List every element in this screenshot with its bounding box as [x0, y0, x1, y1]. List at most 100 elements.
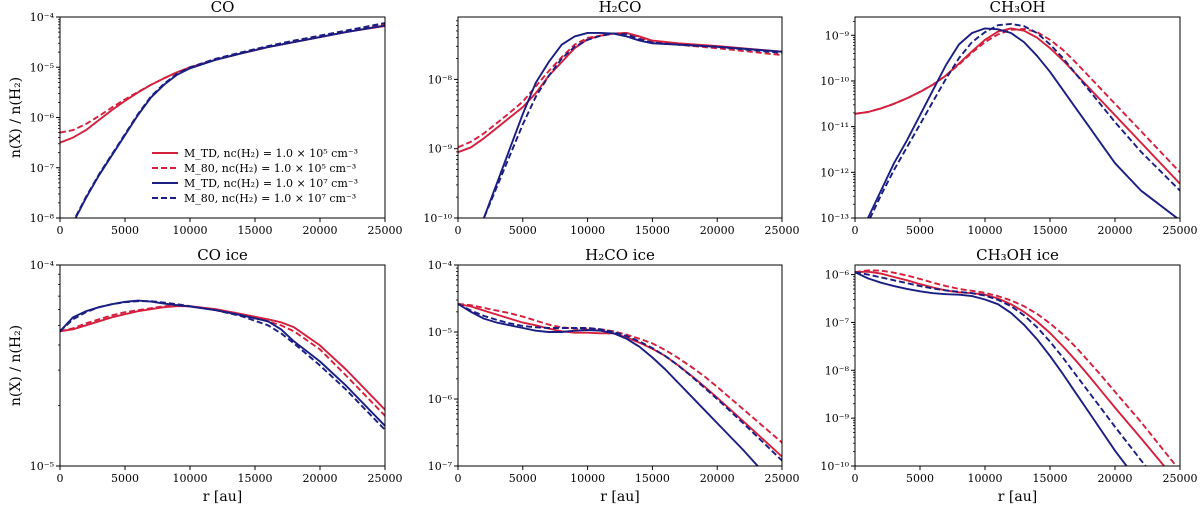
- series-line-2: [60, 23, 385, 134]
- y-tick-label: 10⁻¹⁰: [820, 460, 849, 473]
- y-tick-label: 10⁻⁸: [825, 364, 850, 377]
- legend-entry: M_80, nc(H₂) = 1.0 × 10⁷ cm⁻³: [184, 192, 356, 205]
- y-tick-label: 10⁻⁸: [428, 73, 453, 86]
- x-tick-label: 10000: [570, 224, 605, 237]
- series-line-1: [855, 27, 1180, 185]
- series-line-4: [74, 22, 385, 218]
- y-tick-label: 10⁻⁴: [30, 259, 55, 272]
- x-axis-label: r [au]: [600, 489, 639, 505]
- y-tick-label: 10⁻⁵: [30, 460, 54, 473]
- series-group: [855, 22, 1180, 218]
- panel-title: CH₃OH: [990, 0, 1046, 16]
- y-tick-label: 10⁻⁴: [428, 259, 453, 272]
- y-tick-label: 10⁻⁹: [428, 143, 453, 156]
- x-tick-label: 0: [57, 472, 64, 485]
- x-tick-label: 25000: [765, 472, 800, 485]
- panel-1: CO 0 5000 10000 15000 20000 25000 10⁻⁸ 10⁻⁷ 10⁻⁶ 1…: [8, 0, 403, 237]
- x-tick-label: 25000: [1163, 224, 1198, 237]
- series-line-3: [866, 27, 1179, 218]
- x-tick-label: 5000: [906, 224, 934, 237]
- x-tick-label: 20000: [700, 472, 735, 485]
- y-tick-label: 10⁻⁸: [30, 212, 55, 225]
- x-tick-label: 15000: [635, 224, 670, 237]
- series-line-3: [60, 299, 385, 427]
- y-tick-label: 10⁻⁹: [825, 29, 850, 42]
- legend-entry: M_80, nc(H₂) = 1.0 × 10⁵ cm⁻³: [184, 162, 356, 175]
- x-tick-label: 25000: [765, 224, 800, 237]
- panels-group: CO 0 5000 10000 15000 20000 25000 10⁻⁸ 10⁻⁷ 10⁻⁶ 1…: [8, 0, 1198, 505]
- x-tick-label: 15000: [238, 224, 273, 237]
- panel-title: CH₃OH ice: [976, 246, 1059, 264]
- x-tick-label: 5000: [509, 472, 537, 485]
- axes-frame: [854, 264, 1181, 467]
- y-tick-label: 10⁻¹⁰: [820, 75, 849, 88]
- series-line-2: [855, 269, 1178, 466]
- panel-4: CO ice 0 5000 10000 15000 20000 25000 10⁻⁵ 10⁻⁴ n…: [8, 246, 403, 505]
- series-line-1: [458, 302, 782, 458]
- axes-frame: [457, 16, 783, 219]
- legend-entry: M_TD, nc(H₂) = 1.0 × 10⁷ cm⁻³: [184, 177, 358, 190]
- x-tick-label: 0: [852, 224, 859, 237]
- x-tick-label: 5000: [111, 472, 139, 485]
- x-tick-label: 0: [57, 224, 64, 237]
- x-tick-label: 5000: [111, 224, 139, 237]
- x-tick-label: 20000: [1098, 224, 1133, 237]
- x-tick-label: 10000: [173, 224, 208, 237]
- x-tick-label: 25000: [1163, 472, 1198, 485]
- x-tick-label: 15000: [635, 472, 670, 485]
- legend-entry: M_TD, nc(H₂) = 1.0 × 10⁵ cm⁻³: [184, 147, 358, 160]
- y-tick-label: 10⁻⁷: [30, 162, 55, 175]
- series-group: [458, 302, 782, 466]
- axes-frame: [59, 16, 386, 219]
- legend: M_TD, nc(H₂) = 1.0 × 10⁵ cm⁻³ M_80, nc(H₂…: [152, 147, 358, 205]
- y-tick-label: 10⁻⁷: [825, 316, 850, 329]
- panel-title: H₂CO: [599, 0, 642, 16]
- y-tick-label: 10⁻⁵: [30, 61, 54, 74]
- series-group: [60, 22, 385, 218]
- series-line-4: [60, 300, 385, 431]
- x-tick-label: 20000: [303, 224, 338, 237]
- y-tick-label: 10⁻⁶: [428, 393, 453, 406]
- x-tick-label: 0: [455, 224, 462, 237]
- y-tick-label: 10⁻¹¹: [820, 121, 849, 134]
- y-tick-label: 10⁻⁶: [825, 269, 850, 282]
- panel-5: H₂CO ice 0 5000 10000 15000 20000 25000 10⁻⁷ 10⁻…: [428, 246, 800, 505]
- x-tick-label: 10000: [968, 224, 1003, 237]
- x-tick-label: 20000: [700, 224, 735, 237]
- series-line-3: [74, 24, 385, 218]
- y-tick-label: 10⁻¹⁰: [423, 212, 452, 225]
- panel-3: CH₃OH 0 5000 10000 15000 20000 25000 10⁻¹³ 10⁻¹²…: [820, 0, 1198, 237]
- series-line-1: [60, 25, 385, 144]
- x-tick-label: 15000: [1033, 224, 1068, 237]
- y-axis-label: n(X) / n(H₂): [8, 325, 24, 406]
- panel-title: CO: [211, 0, 235, 16]
- x-tick-label: 20000: [303, 472, 338, 485]
- x-tick-label: 15000: [238, 472, 273, 485]
- panel-title: CO ice: [197, 246, 248, 264]
- series-line-3: [458, 303, 759, 466]
- y-tick-label: 10⁻⁷: [428, 460, 453, 473]
- series-line-2: [855, 27, 1180, 173]
- y-tick-label: 10⁻¹²: [820, 166, 849, 179]
- series-line-1: [855, 270, 1166, 466]
- series-group: [855, 269, 1178, 466]
- x-axis-label: r [au]: [203, 489, 242, 505]
- y-tick-label: 10⁻⁶: [30, 112, 55, 125]
- series-line-3: [482, 31, 782, 218]
- x-tick-label: 10000: [968, 472, 1003, 485]
- axes-frame: [59, 264, 386, 467]
- axes-frame: [854, 16, 1181, 219]
- series-group: [60, 299, 385, 431]
- x-tick-label: 10000: [173, 472, 208, 485]
- series-line-4: [482, 32, 782, 218]
- series-line-2: [458, 31, 782, 149]
- x-tick-label: 15000: [1033, 472, 1068, 485]
- y-tick-label: 10⁻⁴: [30, 11, 55, 24]
- series-line-4: [855, 271, 1147, 466]
- series-group: [458, 31, 782, 218]
- y-tick-label: 10⁻¹³: [820, 212, 849, 225]
- series-line-1: [458, 31, 782, 154]
- x-tick-label: 5000: [906, 472, 934, 485]
- x-tick-label: 10000: [570, 472, 605, 485]
